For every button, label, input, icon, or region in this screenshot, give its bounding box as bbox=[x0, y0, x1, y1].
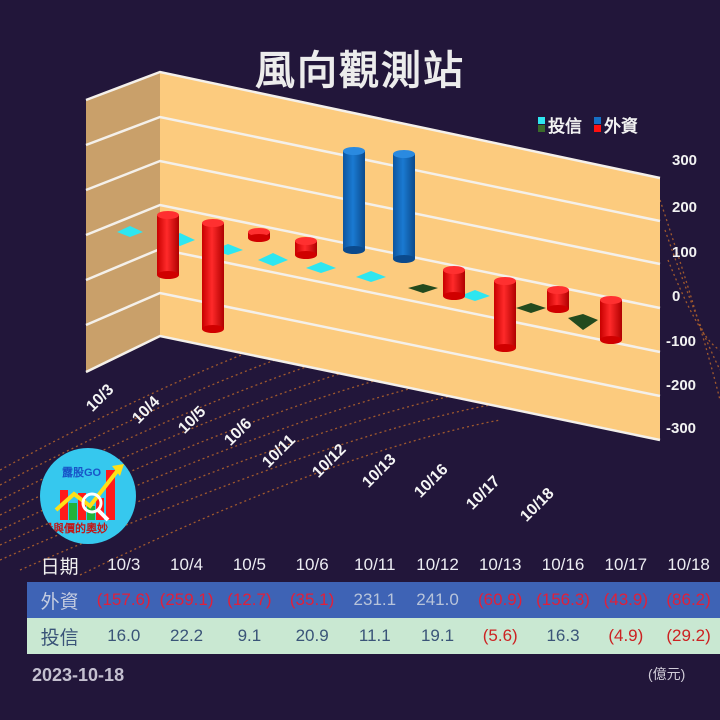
value-cell: (86.2) bbox=[657, 582, 720, 618]
legend-item-foreign: 外資 bbox=[594, 112, 638, 137]
value-cell: (12.7) bbox=[218, 582, 281, 618]
y-tick: 200 bbox=[672, 199, 698, 216]
chart-legend: 投信 外資 bbox=[538, 112, 638, 137]
value-cell: (35.1) bbox=[280, 582, 344, 618]
y-tick: -200 bbox=[666, 377, 697, 394]
date-cell: 10/3 bbox=[107, 555, 141, 574]
logo-top-text: 露股GO bbox=[62, 467, 102, 479]
logo-bottom-text: 量與價的奧妙 bbox=[42, 522, 108, 535]
side-wall bbox=[86, 72, 160, 372]
value-cell: 19.1 bbox=[406, 618, 469, 654]
value-cell: (60.9) bbox=[468, 582, 532, 618]
foreign-series bbox=[157, 147, 622, 352]
table-row-trust: 投信 16.0 22.2 9.1 20.9 11.1 19.1 (5.6) 16… bbox=[27, 618, 720, 654]
value-cell: (29.2) bbox=[657, 618, 720, 654]
legend-item-trust: 投信 bbox=[538, 112, 582, 137]
logo-chart-icon bbox=[54, 464, 124, 522]
report-date: 2023-10-18 bbox=[32, 665, 125, 685]
date-cell: 10/17 bbox=[604, 555, 648, 574]
date-cell: 10/12 bbox=[416, 555, 459, 574]
legend-label: 投信 bbox=[548, 117, 582, 137]
legend-label: 外資 bbox=[604, 117, 638, 137]
date-cell: 10/11 bbox=[354, 555, 396, 574]
y-tick: -300 bbox=[666, 420, 697, 437]
value-cell: (4.9) bbox=[594, 618, 658, 654]
chart-title: 風向觀測站 bbox=[255, 48, 465, 94]
y-tick: 100 bbox=[672, 244, 698, 261]
value-cell: (259.1) bbox=[155, 582, 219, 618]
value-cell: 22.2 bbox=[155, 618, 219, 654]
row-label: 投信 bbox=[27, 618, 93, 654]
date-cell: 10/16 bbox=[541, 555, 585, 574]
brand-logo: 露股GO 量與價的奧妙 bbox=[40, 448, 136, 544]
y-tick: 300 bbox=[672, 152, 698, 169]
date-cell: 10/13 bbox=[478, 555, 522, 574]
value-cell: (5.6) bbox=[468, 618, 532, 654]
value-cell: 16.3 bbox=[531, 618, 595, 654]
value-cell: 11.1 bbox=[343, 618, 407, 654]
row-label: 日期 bbox=[40, 556, 79, 578]
date-cell: 10/18 bbox=[667, 555, 710, 574]
unit-label: (億元) bbox=[648, 666, 686, 682]
y-tick: -100 bbox=[666, 333, 697, 350]
row-label: 外資 bbox=[27, 582, 93, 618]
value-cell: (157.6) bbox=[92, 582, 156, 618]
date-cell: 10/5 bbox=[232, 555, 266, 574]
value-cell: 231.1 bbox=[343, 582, 407, 618]
table-row-foreign: 外資 (157.6) (259.1) (12.7) (35.1) 231.1 2… bbox=[27, 582, 720, 618]
legend-swatch-icon bbox=[538, 117, 545, 132]
value-cell: 241.0 bbox=[406, 582, 469, 618]
value-cell: 20.9 bbox=[280, 618, 344, 654]
date-cell: 10/4 bbox=[170, 555, 204, 574]
table-row-dates: 日期 10/3 10/4 10/5 10/6 10/11 10/12 10/13… bbox=[27, 548, 720, 582]
data-table: 日期 10/3 10/4 10/5 10/6 10/11 10/12 10/13… bbox=[27, 548, 720, 654]
value-cell: 16.0 bbox=[92, 618, 156, 654]
value-cell: (156.3) bbox=[531, 582, 595, 618]
y-tick: 0 bbox=[672, 288, 681, 305]
legend-swatch-icon bbox=[594, 117, 601, 132]
value-cell: (43.9) bbox=[594, 582, 658, 618]
value-cell: 9.1 bbox=[218, 618, 281, 654]
date-cell: 10/6 bbox=[295, 555, 329, 574]
